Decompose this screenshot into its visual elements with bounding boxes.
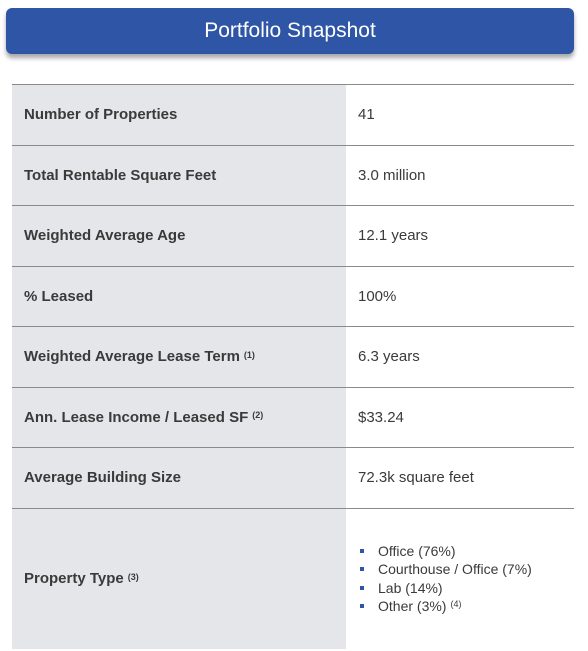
table-row: Property Type (3) Office (76%) Courthouse /… <box>12 507 574 649</box>
footnote-ref: (2) <box>252 410 264 421</box>
row-label: Weighted Average Lease Term <box>24 348 240 366</box>
snapshot-table: Number of Properties 41 Total Rentable Squ… <box>12 84 574 649</box>
row-label: Ann. Lease Income / Leased SF <box>24 408 249 426</box>
row-value: 100% <box>358 287 397 305</box>
row-label-cell: Weighted Average Lease Term (1) <box>12 327 346 387</box>
table-row: Ann. Lease Income / Leased SF (2) $33.24 <box>12 386 574 448</box>
bullet-text: Lab (14%) <box>378 579 443 596</box>
bullet-item: Other (3%) (4) <box>358 597 532 616</box>
bullet-item: Office (76%) <box>358 542 532 561</box>
row-value-cell: 6.3 years <box>346 327 574 387</box>
table-row: Weighted Average Lease Term (1) 6.3 years <box>12 326 574 387</box>
footnote-ref: (1) <box>243 349 255 360</box>
row-value-cell: 72.3k square feet <box>346 448 574 508</box>
table-row: Total Rentable Square Feet 3.0 million <box>12 144 574 206</box>
row-value: 3.0 million <box>358 166 426 184</box>
row-value: $33.24 <box>358 408 404 426</box>
table-row: Weighted Average Age 12.1 years <box>12 205 574 266</box>
row-value-cell: 100% <box>346 267 574 327</box>
row-label-cell: Average Building Size <box>12 448 346 508</box>
bullet-item: Lab (14%) <box>358 579 532 598</box>
row-value: 41 <box>358 106 375 124</box>
row-value-cell: 12.1 years <box>346 206 574 266</box>
row-label: % Leased <box>24 287 94 305</box>
table-row: Number of Properties 41 <box>12 84 574 145</box>
row-label-cell: Ann. Lease Income / Leased SF (2) <box>12 387 346 447</box>
row-value: 6.3 years <box>358 348 420 366</box>
table-row: Average Building Size 72.3k square feet <box>12 447 574 508</box>
row-label-cell: Number of Properties <box>12 85 346 145</box>
row-label-cell: Property Type (3) <box>12 508 346 649</box>
row-value-cell: 3.0 million <box>346 146 574 206</box>
row-label-cell: Weighted Average Age <box>12 206 346 266</box>
row-label: Average Building Size <box>24 469 181 487</box>
row-value-cell: 41 <box>346 85 574 145</box>
row-value-cell: $33.24 <box>346 388 574 448</box>
row-value-cell: Office (76%) Courthouse / Office (7%) Lab … <box>346 509 574 649</box>
bullet-list: Office (76%) Courthouse / Office (7%) Lab … <box>358 542 532 616</box>
bullet-item: Courthouse / Office (7%) <box>358 560 532 579</box>
row-value: 12.1 years <box>358 227 429 245</box>
header-title: Portfolio Snapshot <box>6 8 574 54</box>
row-label: Property Type <box>24 570 124 587</box>
row-label-cell: Total Rentable Square Feet <box>12 145 346 205</box>
bullet-text: Office (76%) <box>378 542 456 559</box>
footnote-ref: (4) <box>450 599 462 609</box>
table-row: % Leased 100% <box>12 265 574 327</box>
row-label: Total Rentable Square Feet <box>24 166 217 184</box>
row-label-cell: % Leased <box>12 266 346 326</box>
bullet-text: Courthouse / Office (7%) <box>378 561 532 577</box>
row-label: Number of Properties <box>24 106 178 124</box>
row-value: 72.3k square feet <box>358 469 474 487</box>
row-label: Weighted Average Age <box>24 227 186 245</box>
bullet-text: Other (3%) <box>378 598 447 614</box>
footnote-ref: (3) <box>127 571 139 582</box>
